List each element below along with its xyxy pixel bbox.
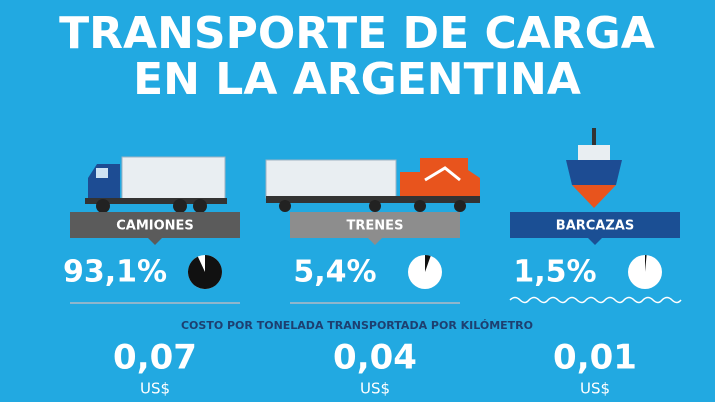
share-label: 1,5% [513, 255, 596, 290]
label-banner [510, 212, 680, 238]
cost-value: 0,07 [113, 338, 197, 378]
ship-icon [566, 128, 622, 208]
mode-name: BARCAZAS [556, 219, 634, 234]
share-label: 5,4% [293, 255, 376, 290]
share-label: 93,1% [63, 255, 167, 290]
pie-slice [425, 255, 431, 272]
truck-icon [85, 156, 227, 213]
cost-value: 0,04 [333, 338, 417, 378]
currency: US$ [140, 380, 170, 398]
waves [509, 296, 682, 304]
label-banner [290, 212, 460, 238]
banner-pointer [368, 238, 382, 245]
pie-slice [187, 255, 222, 289]
banner-pointer [148, 238, 162, 245]
title-line: EN LA ARGENTINA [133, 54, 581, 105]
title-line: TRANSPORTE DE CARGA [59, 8, 655, 59]
mode-name: TRENES [347, 219, 404, 234]
currency: US$ [580, 380, 610, 398]
cost-heading: COSTO POR TONELADA TRANSPORTADA POR KILÓ… [181, 319, 533, 332]
pie-slice [645, 255, 647, 272]
banner-pointer [588, 238, 602, 245]
currency: US$ [360, 380, 390, 398]
cost-value: 0,01 [553, 338, 637, 378]
mode-name: CAMIONES [116, 219, 194, 234]
label-banner [70, 212, 240, 238]
train-icon [265, 158, 480, 212]
